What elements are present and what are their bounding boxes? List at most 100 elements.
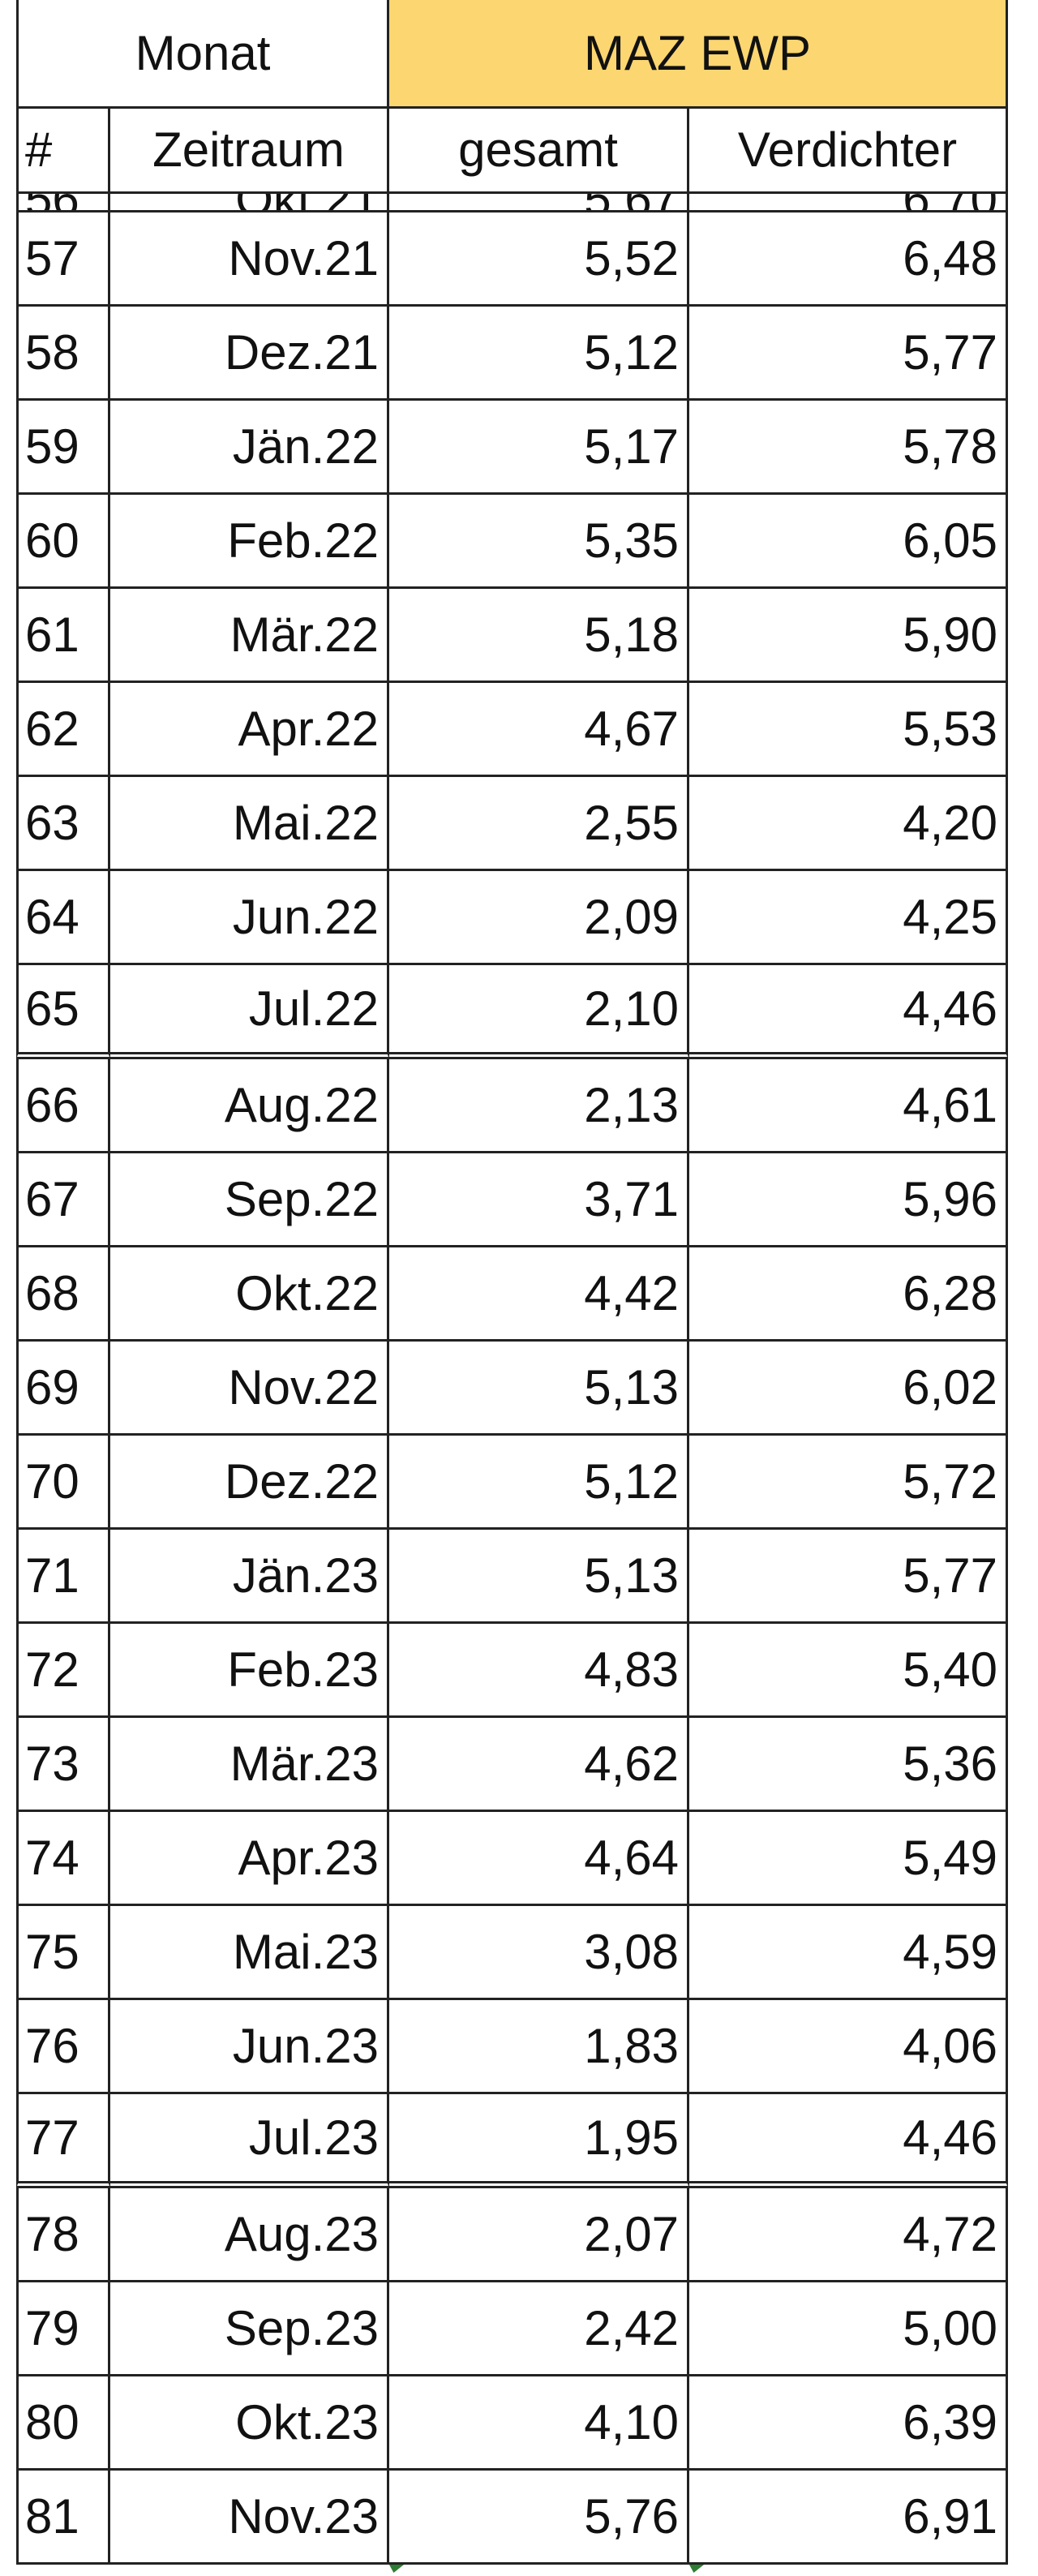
table-cell: Nov.21 xyxy=(110,213,389,307)
table-cell: 59 xyxy=(16,401,110,495)
table-cell: Mär.23 xyxy=(110,1718,389,1812)
column-header: Zeitraum xyxy=(110,109,389,194)
table-cell: Nov.22 xyxy=(110,1342,389,1436)
table-cell: Jun.22 xyxy=(110,871,389,965)
header-group: MAZ EWP xyxy=(389,0,1008,109)
table-cell: 60 xyxy=(16,495,110,589)
column-header: gesamt xyxy=(389,109,689,194)
table-cell: 4,46 xyxy=(689,2094,1008,2188)
table-cell: 5,49 xyxy=(689,1812,1008,1906)
table-cell: 57 xyxy=(16,213,110,307)
table-cell: Apr.22 xyxy=(110,683,389,777)
table-cell: 69 xyxy=(16,1342,110,1436)
table-cell: 74 xyxy=(16,1812,110,1906)
table-cell: 68 xyxy=(16,1247,110,1342)
table-cell: Mai.23 xyxy=(110,1906,389,2000)
table-cell: Mai.22 xyxy=(110,777,389,871)
table-cell: 4,59 xyxy=(689,1906,1008,2000)
table-cell: 5,12 xyxy=(389,307,689,401)
table-cell: 80 xyxy=(16,2376,110,2471)
table-cell: 5,13 xyxy=(389,1342,689,1436)
table-cell: Okt.22 xyxy=(110,1247,389,1342)
table-cell: 5,35 xyxy=(389,495,689,589)
table-cell: 81 xyxy=(16,2471,110,2565)
table-cell: 4,46 xyxy=(689,965,1008,1059)
table-cell: 72 xyxy=(16,1624,110,1718)
column-header: # xyxy=(16,109,110,194)
table-cell: 75 xyxy=(16,1906,110,2000)
table-cell: Mär.22 xyxy=(110,589,389,683)
table-cell: Nov.23 xyxy=(110,2471,389,2565)
table-cell: 2,09 xyxy=(389,871,689,965)
table-cell: 6,28 xyxy=(689,1247,1008,1342)
partial-cell: 56 xyxy=(16,194,110,213)
table-cell: 5,12 xyxy=(389,1436,689,1530)
table-cell: 4,25 xyxy=(689,871,1008,965)
table-cell: 62 xyxy=(16,683,110,777)
table-cell: 5,00 xyxy=(689,2282,1008,2376)
table-cell: 4,64 xyxy=(389,1812,689,1906)
bottom-strip xyxy=(16,2565,1008,2576)
table-cell: 5,53 xyxy=(689,683,1008,777)
table-cell: 5,52 xyxy=(389,213,689,307)
table-cell: Sep.23 xyxy=(110,2282,389,2376)
table-cell: 61 xyxy=(16,589,110,683)
table-cell: 5,72 xyxy=(689,1436,1008,1530)
table-cell: 5,13 xyxy=(389,1530,689,1624)
table-cell: 2,07 xyxy=(389,2188,689,2282)
table-cell: 71 xyxy=(16,1530,110,1624)
table-cell: Jul.22 xyxy=(110,965,389,1059)
table-cell: 4,10 xyxy=(389,2376,689,2471)
table-cell: 5,77 xyxy=(689,307,1008,401)
table-cell: 64 xyxy=(16,871,110,965)
partial-cell: 5,67 xyxy=(389,194,689,213)
table-cell: 5,96 xyxy=(689,1153,1008,1247)
table-cell: 5,18 xyxy=(389,589,689,683)
table-cell: Jän.22 xyxy=(110,401,389,495)
table-cell: Aug.23 xyxy=(110,2188,389,2282)
table-cell: 1,83 xyxy=(389,2000,689,2094)
table-cell: 6,05 xyxy=(689,495,1008,589)
table-cell: 2,42 xyxy=(389,2282,689,2376)
table-cell: 77 xyxy=(16,2094,110,2188)
table-cell: 4,06 xyxy=(689,2000,1008,2094)
table-cell: 5,77 xyxy=(689,1530,1008,1624)
table-cell: 66 xyxy=(16,1059,110,1153)
table-cell: 65 xyxy=(16,965,110,1059)
table-cell: 5,90 xyxy=(689,589,1008,683)
table-cell: 78 xyxy=(16,2188,110,2282)
table-cell: Jul.23 xyxy=(110,2094,389,2188)
table-cell: 6,48 xyxy=(689,213,1008,307)
table-cell: 3,08 xyxy=(389,1906,689,2000)
table-cell: 2,13 xyxy=(389,1059,689,1153)
table-cell: 6,39 xyxy=(689,2376,1008,2471)
table-cell: 6,02 xyxy=(689,1342,1008,1436)
table-cell: 5,76 xyxy=(389,2471,689,2565)
header-group: Monat xyxy=(16,0,389,109)
table-cell: 5,36 xyxy=(689,1718,1008,1812)
table-cell: Sep.22 xyxy=(110,1153,389,1247)
partial-cell: Okt.21 xyxy=(110,194,389,213)
table-cell: 73 xyxy=(16,1718,110,1812)
table-cell: Apr.23 xyxy=(110,1812,389,1906)
table-cell: 5,17 xyxy=(389,401,689,495)
table-cell: 4,42 xyxy=(389,1247,689,1342)
table-cell: 63 xyxy=(16,777,110,871)
table-cell: 4,67 xyxy=(389,683,689,777)
table-cell: Jän.23 xyxy=(110,1530,389,1624)
table-cell: Okt.23 xyxy=(110,2376,389,2471)
table-cell: 67 xyxy=(16,1153,110,1247)
table-cell: 2,55 xyxy=(389,777,689,871)
table-cell: 4,61 xyxy=(689,1059,1008,1153)
table-cell: Jun.23 xyxy=(110,2000,389,2094)
table-cell: Dez.22 xyxy=(110,1436,389,1530)
table-cell: 4,83 xyxy=(389,1624,689,1718)
table-cell: Feb.22 xyxy=(110,495,389,589)
table-cell: Feb.23 xyxy=(110,1624,389,1718)
table-cell: 5,40 xyxy=(689,1624,1008,1718)
partial-cell: 6,70 xyxy=(689,194,1008,213)
column-header: Verdichter xyxy=(689,109,1008,194)
table-cell: Dez.21 xyxy=(110,307,389,401)
table-cell: 70 xyxy=(16,1436,110,1530)
